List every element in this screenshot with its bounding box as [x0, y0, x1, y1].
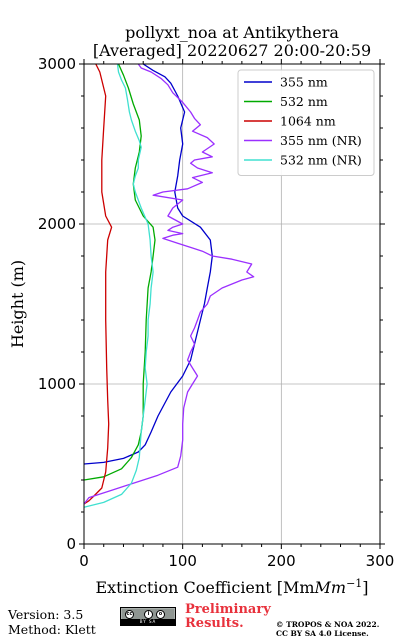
x-axis-label-close: ]	[362, 578, 368, 597]
series-line-355-nm	[83, 63, 213, 465]
legend-label: 355 nm	[280, 75, 328, 90]
x-tick-label: 100	[168, 552, 197, 570]
preliminary-results-note: Preliminary Results.	[185, 603, 271, 631]
y-axis-label: Height (m)	[8, 260, 27, 348]
x-axis-label-unit-italic: Mm	[314, 578, 347, 597]
legend-label: 1064 nm	[280, 114, 336, 129]
chart-title-line-1: pollyxt_noa at Antikythera	[125, 23, 339, 42]
y-tick-label: 2000	[38, 215, 76, 233]
x-tick-label: 0	[79, 552, 89, 570]
chart-title-line-2: [Averaged] 20220627 20:00-20:59	[92, 41, 372, 60]
preliminary-line-2: Results.	[185, 616, 244, 631]
share-alike-icon: o	[156, 610, 165, 619]
copyright-line-1: © TROPOS & NOA 2022.	[276, 620, 380, 629]
y-tick-label: 1000	[38, 375, 76, 393]
series-lines	[83, 63, 255, 508]
cc-badge-strip: BY SA	[121, 619, 175, 625]
legend-label: 532 nm	[280, 94, 328, 109]
series-line-355-nm-nr-	[83, 63, 255, 505]
legend-box	[237, 69, 375, 176]
series-line-1064-nm	[83, 63, 113, 505]
preliminary-line-1: Preliminary	[185, 602, 271, 617]
version-label: Version: 3.5	[8, 607, 84, 622]
x-axis-label: Extinction Coefficient [MmMm−1]	[95, 577, 368, 598]
x-axis-label-sup: −1	[346, 577, 362, 590]
cc-license-badge: cc i o BY SA	[120, 607, 176, 626]
y-tick-label: 3000	[38, 55, 76, 73]
cc-icon: cc	[125, 610, 134, 619]
plot-frame	[83, 63, 381, 545]
x-tick-label: 200	[267, 552, 296, 570]
copyright-line-2: CC BY SA 4.0 License.	[276, 629, 369, 638]
legend-label: 355 nm (NR)	[280, 133, 362, 148]
attribution-icon: i	[144, 610, 153, 619]
y-tick-label: 0	[66, 535, 76, 553]
legend: 355 nm 532 nm 1064 nm 355 nm (NR) 532 nm (NR…	[237, 69, 375, 176]
x-axis-label-text: Extinction Coefficient [Mm	[95, 578, 314, 597]
legend-label: 532 nm (NR)	[280, 153, 362, 168]
x-tick-label: 300	[366, 552, 395, 570]
method-label: Method: Klett	[8, 622, 96, 637]
copyright-note: © TROPOS & NOA 2022. CC BY SA 4.0 Licens…	[276, 620, 379, 638]
series-line-532-nm	[83, 63, 156, 481]
series-line-532-nm-nr-	[83, 63, 154, 508]
